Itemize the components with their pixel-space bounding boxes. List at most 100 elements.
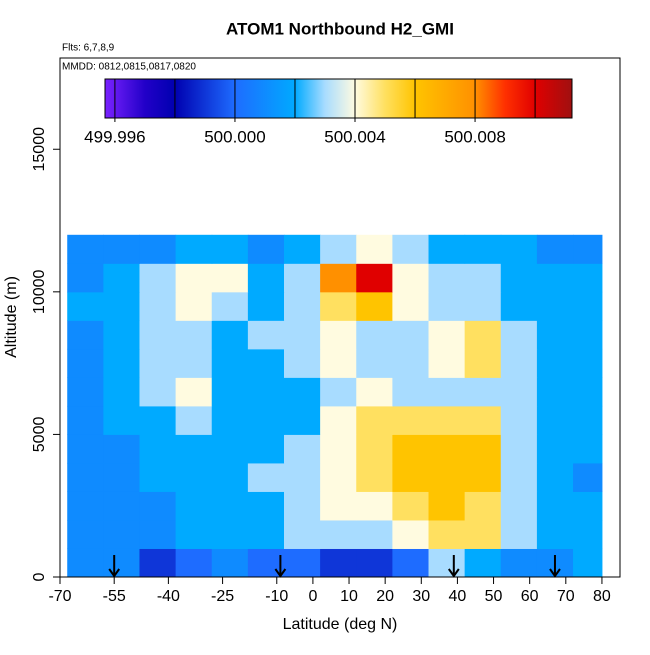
heat-cell (103, 263, 140, 293)
colorbar-tick-label: 500.004 (324, 127, 385, 146)
x-tick-label: 40 (449, 588, 467, 605)
heat-cell (464, 462, 502, 492)
heat-cell (284, 462, 321, 492)
heat-cell (500, 548, 538, 578)
heat-cell (392, 434, 430, 464)
heat-cell (139, 491, 177, 521)
heat-cell (175, 377, 213, 407)
heat-cell (284, 234, 321, 264)
heat-cell (175, 263, 213, 293)
y-tick-label: 5000 (31, 417, 48, 453)
heat-cell (284, 548, 321, 578)
heat-cell (139, 519, 177, 549)
heat-cell (356, 234, 393, 264)
heat-cell (247, 462, 285, 492)
heat-cell (211, 519, 249, 549)
heat-cell (103, 548, 140, 578)
heat-cell (392, 348, 430, 378)
heat-cell (356, 291, 393, 321)
plot-frame (59, 57, 621, 578)
x-tick-label: 80 (593, 588, 611, 605)
heat-cell (428, 263, 466, 293)
heat-cell (536, 519, 574, 549)
x-axis-label: Latitude (deg N) (283, 616, 398, 633)
heat-cell (103, 234, 140, 264)
heat-cell (211, 291, 249, 321)
x-tick-label: 10 (340, 588, 358, 605)
heat-cell (392, 377, 430, 407)
heat-cell (139, 348, 177, 378)
heat-cell (573, 263, 603, 293)
heat-cell (320, 405, 357, 435)
heat-cell (284, 348, 321, 378)
heat-cell (284, 320, 321, 350)
heat-cell (103, 519, 140, 549)
heat-cell (464, 519, 502, 549)
colorbar-tick-label: 500.000 (204, 127, 265, 146)
heat-cell (536, 377, 574, 407)
heat-cell (392, 519, 430, 549)
heat-cell (536, 234, 574, 264)
arrow (108, 555, 121, 578)
heat-cell (67, 462, 104, 492)
heat-cell (139, 320, 177, 350)
heat-cell (67, 234, 104, 264)
heat-cell (428, 491, 466, 521)
heat-cell (536, 491, 574, 521)
heat-cell (356, 377, 393, 407)
heat-cell (500, 320, 538, 350)
heat-cell (356, 491, 393, 521)
heat-cell (139, 263, 177, 293)
heat-cell (211, 491, 249, 521)
heat-cell (67, 348, 104, 378)
heat-cell (320, 291, 357, 321)
heat-cell (103, 377, 140, 407)
heat-cell (67, 291, 104, 321)
heat-cell (67, 377, 104, 407)
heat-cell (103, 348, 140, 378)
y-tick-label: 15000 (31, 127, 48, 172)
heat-cell (392, 548, 430, 578)
heat-cell (211, 320, 249, 350)
x-tick-label: -55 (103, 588, 126, 605)
heat-cell (103, 462, 140, 492)
x-tick-label: -70 (48, 588, 71, 605)
heat-cell (139, 462, 177, 492)
heat-cell (103, 291, 140, 321)
y-tick-label: 0 (31, 572, 48, 581)
heat-cell (392, 291, 430, 321)
heat-cell (211, 434, 249, 464)
heat-cell (139, 234, 177, 264)
chart-title: ATOM1 Northbound H2_GMI (226, 19, 454, 38)
heat-cell (536, 462, 574, 492)
heat-cell (428, 519, 466, 549)
heat-cell (67, 434, 104, 464)
heat-cell (356, 320, 393, 350)
heat-cell (103, 320, 140, 350)
heat-cell (247, 377, 285, 407)
heat-cell (67, 519, 104, 549)
heat-cell (356, 348, 393, 378)
heat-cell (320, 462, 357, 492)
heat-cell (211, 234, 249, 264)
heat-cell (536, 320, 574, 350)
heat-cell (139, 291, 177, 321)
heat-cell (536, 291, 574, 321)
heat-cell (320, 348, 357, 378)
heat-cell (284, 377, 321, 407)
heat-cell (573, 519, 603, 549)
heat-cell (211, 462, 249, 492)
x-tick-label: 20 (376, 588, 394, 605)
heat-cell (284, 434, 321, 464)
heat-cell (536, 405, 574, 435)
heat-cell (175, 434, 213, 464)
heat-cell (103, 491, 140, 521)
heat-cell (247, 234, 285, 264)
y-axis-label: Altitude (m) (3, 276, 20, 358)
heat-cell (320, 320, 357, 350)
x-tick-label: 60 (521, 588, 539, 605)
heat-cell (392, 462, 430, 492)
heat-cell (536, 348, 574, 378)
heat-cell (428, 377, 466, 407)
